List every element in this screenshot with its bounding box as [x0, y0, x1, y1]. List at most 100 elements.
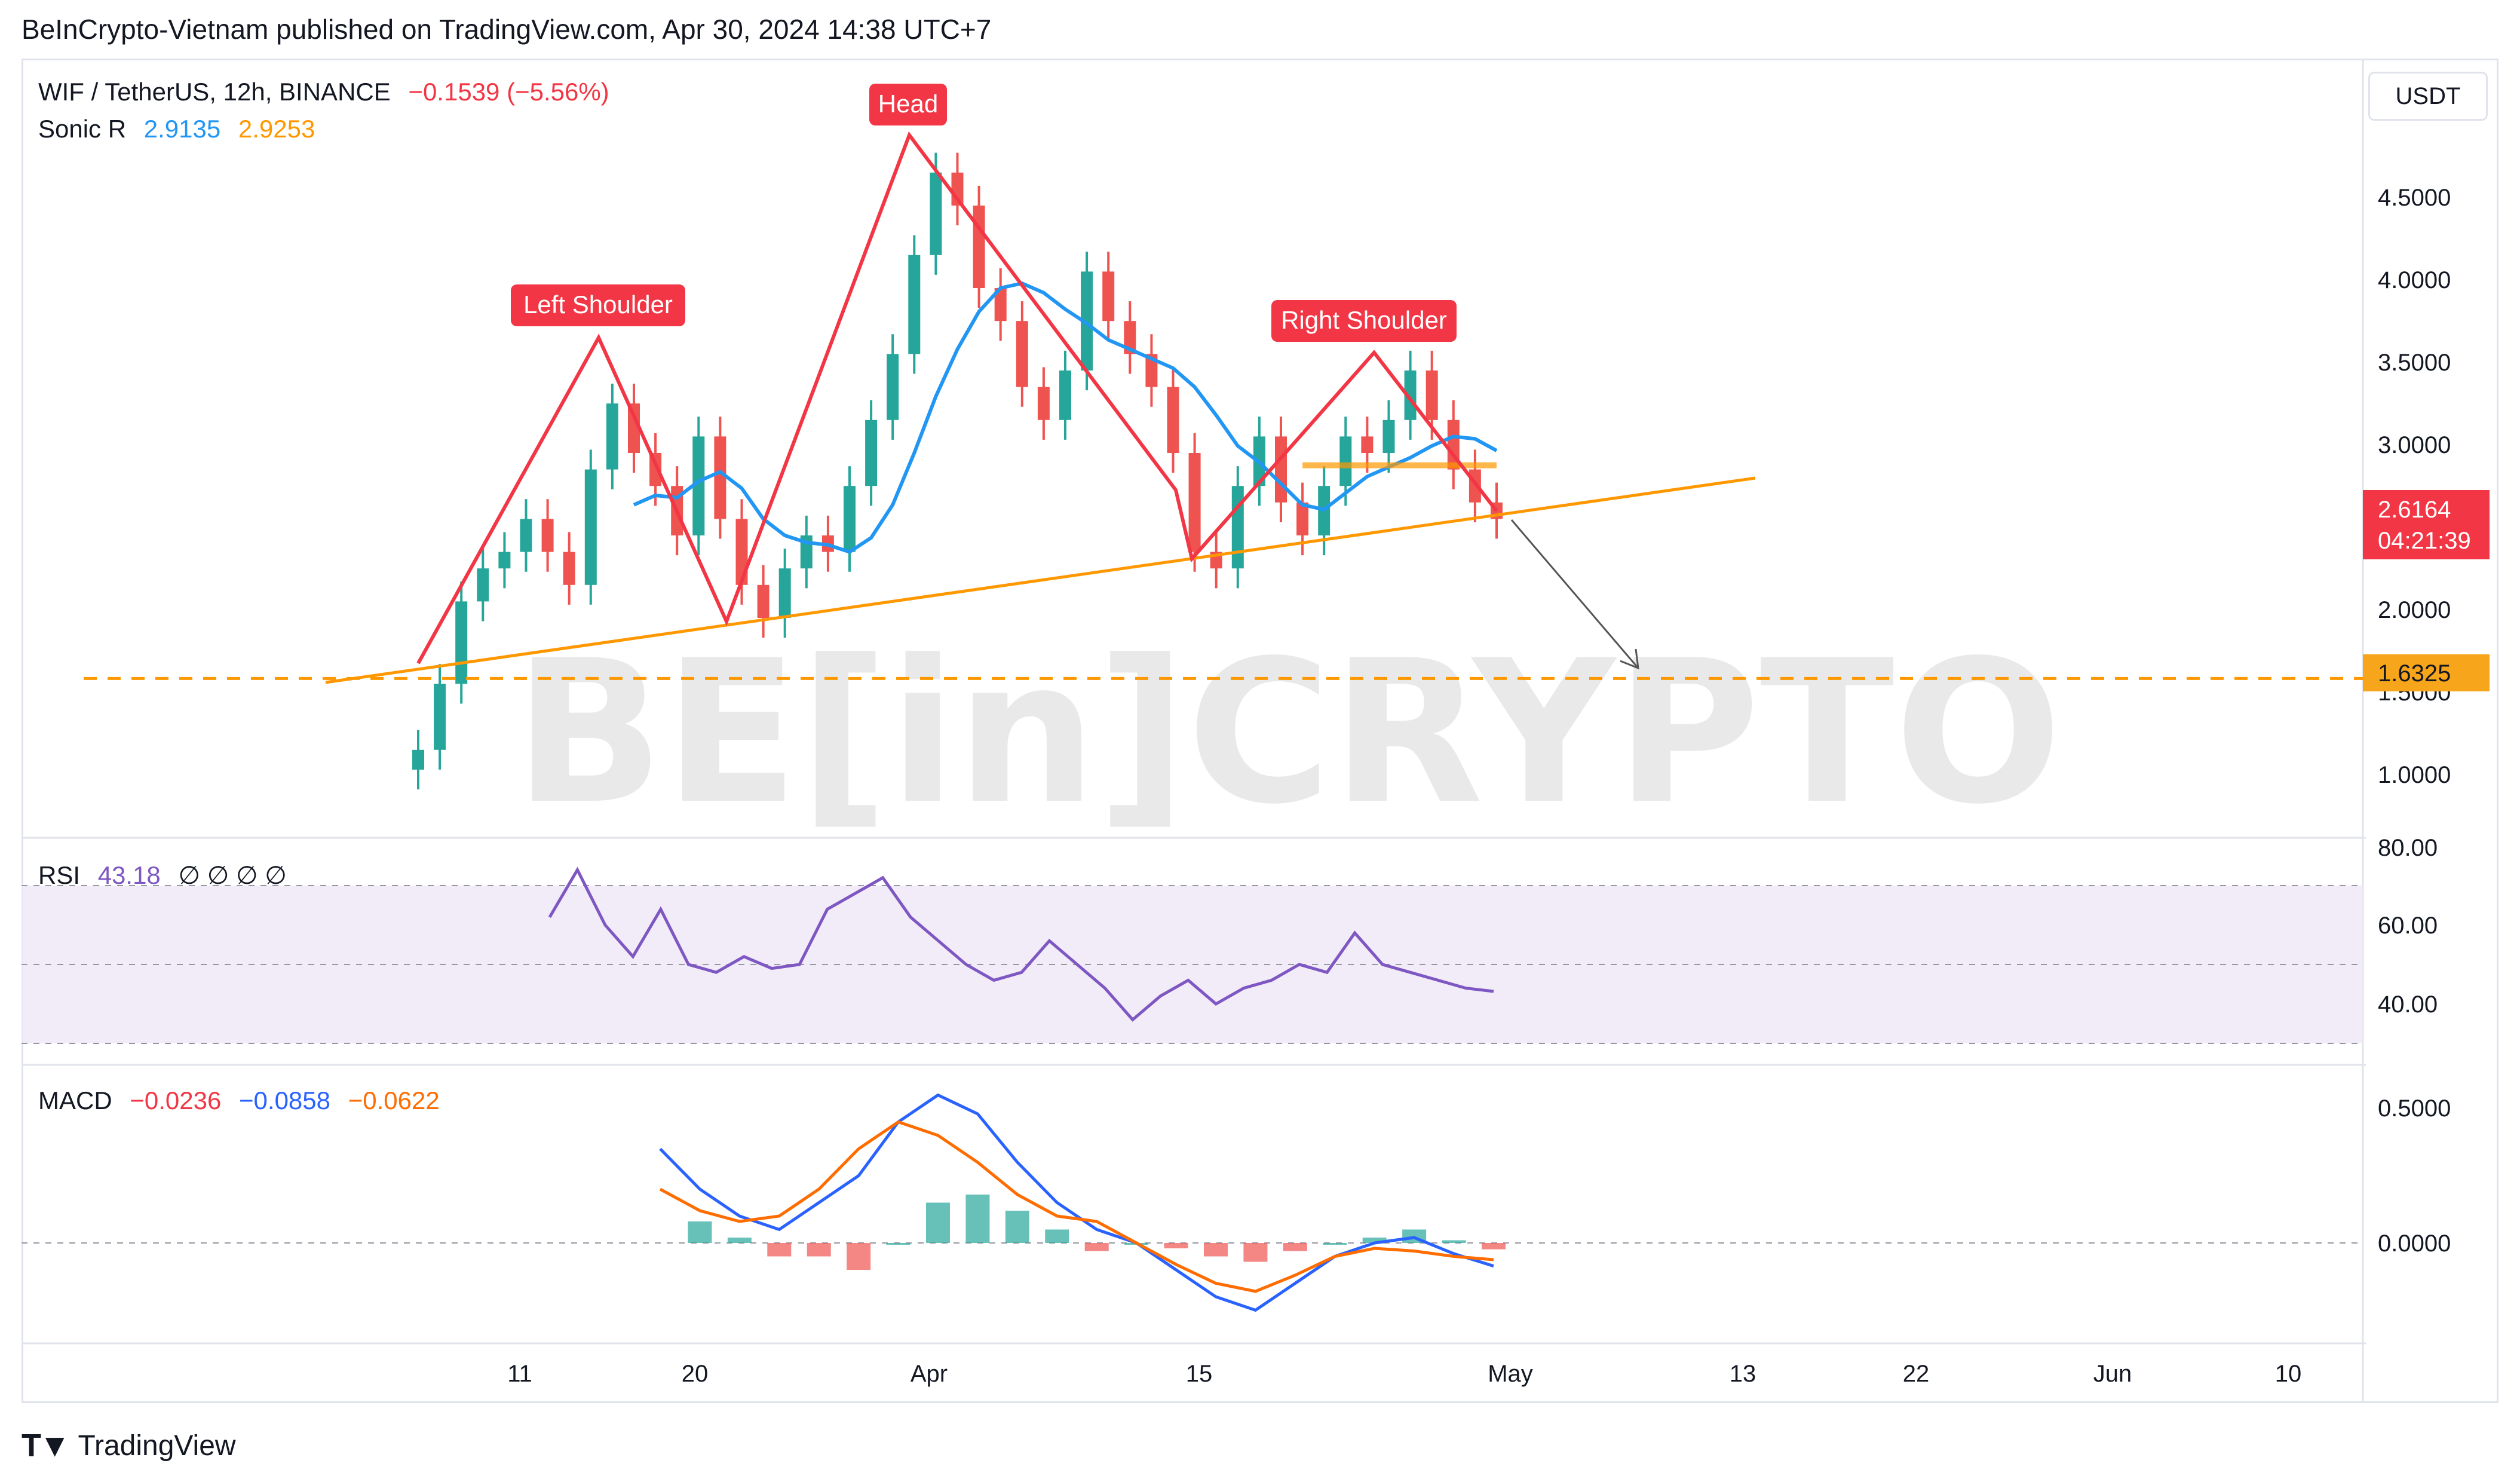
macd-hist-value: −0.0236 [130, 1086, 222, 1114]
rsi-legend[interactable]: RSI 43.18 ∅ ∅ ∅ ∅ [38, 861, 298, 890]
time-label-13: 13 [1730, 1361, 1756, 1387]
candle-body [1059, 370, 1071, 420]
target-price-text: 1.6325 [2378, 660, 2451, 687]
candle-body [1124, 321, 1136, 354]
candle-body [973, 206, 985, 288]
symbol-name: WIF / TetherUS, 12h, BINANCE [38, 78, 391, 106]
price-tick-4.0: 4.0000 [2378, 267, 2451, 293]
time-label-20: 20 [682, 1361, 709, 1387]
candle-body [1404, 370, 1417, 420]
watermark-text: BE[in]CRYPTO [514, 618, 2062, 847]
rsi-group [22, 866, 2363, 1044]
macd-histogram-bar [1362, 1238, 1387, 1243]
candle-body [1339, 436, 1352, 486]
macd-histogram-bar [1243, 1243, 1268, 1262]
candle-body [606, 403, 618, 470]
macd-histogram-bar [847, 1243, 871, 1270]
macd-histogram-bar [1482, 1243, 1506, 1250]
footer-brand[interactable]: T▼ TradingView [22, 1427, 236, 1464]
candle-body [757, 584, 770, 618]
macd-histogram-bar [1164, 1243, 1188, 1248]
sonic-r-blue-line [633, 281, 1498, 554]
candle-body [887, 354, 899, 420]
candle-body [1231, 486, 1244, 569]
macd-tick-0.0: 0.0000 [2378, 1230, 2451, 1257]
candle-body [498, 552, 511, 569]
candle-body [714, 436, 726, 519]
overlays-group [84, 131, 2363, 684]
rsi-line [548, 866, 1494, 1022]
candle-body [1037, 387, 1050, 420]
candle-body [908, 255, 921, 354]
price-tick-4.5: 4.5000 [2378, 185, 2451, 211]
candle-body [563, 552, 575, 585]
macd-line-value: −0.0858 [239, 1086, 331, 1114]
candles-group [412, 152, 1503, 790]
candle-body [994, 288, 1007, 321]
left-shoulder-label: Left Shoulder [511, 284, 685, 326]
right-shoulder-text: Right Shoulder [1281, 306, 1447, 334]
macd-histogram-bar [688, 1221, 712, 1243]
candle-body [1275, 436, 1287, 503]
price-tick-1.0: 1.0000 [2378, 762, 2451, 788]
rsi-extras: ∅ ∅ ∅ ∅ [178, 861, 287, 889]
macd-histogram-bar [1045, 1229, 1069, 1243]
head-text: Head [878, 90, 938, 118]
macd-histogram-bar [965, 1195, 990, 1243]
candle-body [1188, 453, 1201, 552]
candle-body [1296, 502, 1309, 535]
candle-body [455, 601, 468, 684]
tradingview-logo-icon: T▼ [22, 1428, 70, 1463]
macd-histogram-bar [767, 1243, 792, 1257]
candle-body [1145, 354, 1158, 387]
candle-body [584, 469, 597, 585]
macd-histogram-bar [926, 1202, 950, 1243]
time-label-jun: Jun [2093, 1361, 2132, 1387]
macd-group [22, 1093, 2363, 1312]
currency-badge[interactable]: USDT [2368, 72, 2488, 121]
macd-histogram-bar [1005, 1211, 1029, 1243]
price-tick-2.0: 2.0000 [2378, 597, 2451, 623]
target-price-badge [2363, 654, 2490, 691]
left-shoulder-text: Left Shoulder [523, 290, 673, 319]
sonic-value-1: 2.9135 [143, 115, 221, 143]
current-price-badge [2363, 490, 2490, 559]
rsi-value: 43.18 [97, 861, 161, 889]
macd-histogram-bar [807, 1243, 831, 1257]
macd-histogram-bar [1204, 1243, 1228, 1257]
candle-body [1382, 419, 1395, 453]
candle-body [477, 568, 489, 602]
macd-legend[interactable]: MACD −0.0236 −0.0858 −0.0622 [38, 1086, 450, 1115]
candle-body [735, 519, 748, 585]
candle-body [692, 436, 705, 535]
head-label: Head [869, 84, 947, 125]
candle-body [434, 684, 446, 750]
candle-body [930, 172, 942, 255]
rsi-tick-60: 60.00 [2378, 912, 2438, 939]
time-label-apr: Apr [910, 1361, 948, 1387]
candle-body [1102, 271, 1115, 321]
macd-histogram-bar [1283, 1243, 1307, 1251]
symbol-legend[interactable]: WIF / TetherUS, 12h, BINANCE −0.1539 (−5… [38, 78, 620, 106]
macd-histogram-bar [727, 1238, 752, 1243]
candle-body [412, 749, 424, 770]
current-price-text: 2.6164 [2378, 497, 2451, 523]
rsi-label: RSI [38, 861, 81, 889]
macd-histogram-bar [1442, 1240, 1466, 1243]
macd-histogram-bar [1323, 1243, 1347, 1245]
neckline-trendline [325, 476, 1756, 684]
macd-signal-value: −0.0622 [348, 1086, 440, 1114]
candle-body [541, 519, 554, 552]
chart-frame [22, 59, 2498, 1403]
countdown-text: 04:21:39 [2378, 528, 2471, 554]
time-label-10: 10 [2275, 1361, 2302, 1387]
price-tick-3.5: 3.5000 [2378, 350, 2451, 376]
macd-histogram-bar [1084, 1243, 1109, 1251]
sonic-legend[interactable]: Sonic R 2.9135 2.9253 [38, 115, 326, 143]
macd-label: MACD [38, 1086, 112, 1114]
publisher-line: BeInCrypto-Vietnam published on TradingV… [22, 14, 992, 45]
candle-body [1167, 387, 1179, 453]
sonic-label: Sonic R [38, 115, 127, 143]
rsi-tick-80: 80.00 [2378, 835, 2438, 861]
